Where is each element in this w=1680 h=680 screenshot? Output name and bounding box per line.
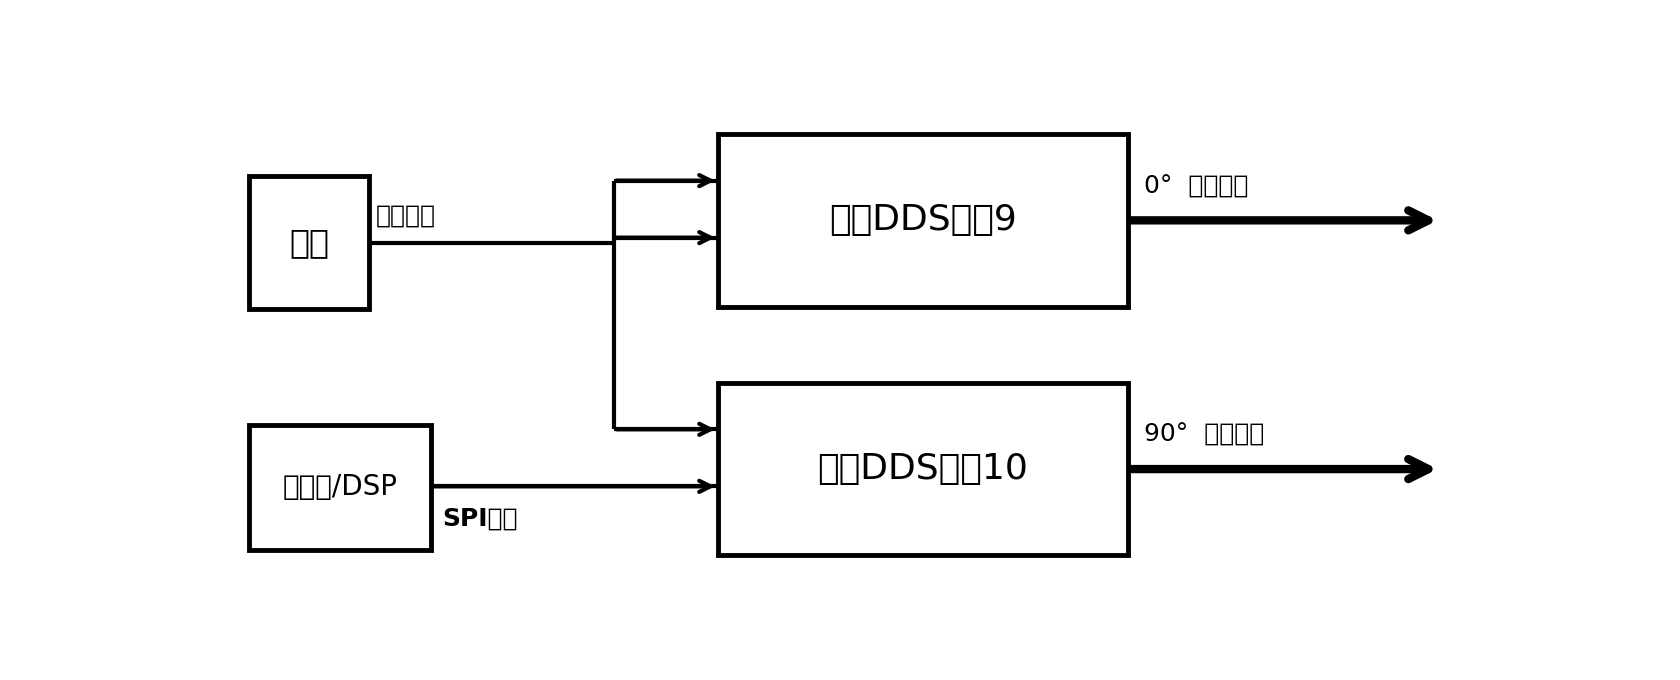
FancyBboxPatch shape: [717, 134, 1127, 307]
FancyBboxPatch shape: [249, 424, 432, 550]
Text: 第一DDS芯片9: 第一DDS芯片9: [828, 203, 1016, 237]
Text: 90°  输出信号: 90° 输出信号: [1144, 423, 1263, 447]
Text: 0°  输出信号: 0° 输出信号: [1144, 174, 1248, 199]
Text: 时钟信号: 时钟信号: [375, 204, 435, 228]
Text: 单片机/DSP: 单片机/DSP: [282, 473, 398, 501]
Text: 第二DDS芯片10: 第二DDS芯片10: [818, 452, 1028, 486]
Text: 晶振: 晶振: [289, 226, 329, 259]
Text: SPI总线: SPI总线: [442, 506, 517, 530]
FancyBboxPatch shape: [249, 176, 370, 309]
FancyBboxPatch shape: [717, 383, 1127, 556]
